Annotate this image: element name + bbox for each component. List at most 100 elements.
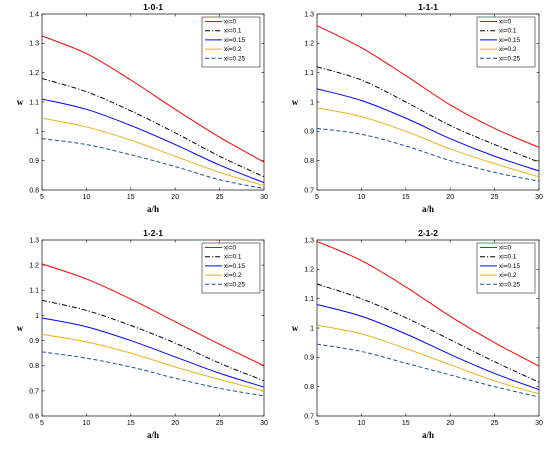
x-tick-label: 15 [127, 194, 135, 201]
x-tick-label: 20 [446, 194, 454, 201]
x-axis-label: a/h [147, 430, 159, 440]
y-tick-label: 1.2 [29, 70, 39, 77]
series-line-xi-0-15 [317, 88, 539, 172]
x-tick-label: 30 [535, 420, 543, 427]
y-tick-label: 1.3 [29, 41, 39, 48]
series-line-xi-0 [42, 35, 264, 163]
legend-label: xi=0 [499, 19, 511, 26]
y-tick-label: 1.1 [29, 99, 39, 106]
legend-label: xi=0.2 [224, 46, 242, 53]
y-tick-label: 0.7 [304, 187, 314, 194]
y-axis-label: w [292, 323, 299, 333]
y-tick-label: 1.4 [29, 11, 39, 18]
x-tick-label: 30 [260, 420, 268, 427]
legend-label: xi=0.25 [499, 281, 521, 288]
y-tick-label: 0.6 [29, 413, 39, 420]
chart-title: 2-1-2 [418, 228, 438, 238]
legend-label: xi=0.15 [224, 263, 246, 270]
y-axis-label: w [17, 97, 24, 107]
y-tick-label: 0.9 [29, 158, 39, 165]
chart-title: 1-1-1 [418, 2, 438, 12]
y-tick-label: 0.7 [29, 388, 39, 395]
y-tick-label: 0.8 [304, 158, 314, 165]
x-tick-label: 15 [402, 420, 410, 427]
y-tick-label: 1.1 [304, 296, 314, 303]
series-line-xi-0-2 [42, 333, 264, 392]
y-tick-label: 1.1 [304, 70, 314, 77]
series-line-xi-0-25 [317, 343, 539, 398]
series-line-xi-0-1 [42, 299, 264, 382]
chart-svg: 1-2-1 5 10 15 20 25 30 0.6 0.7 0.8 0.9 1 1.1 1.2 1.3 a/… [17, 228, 268, 440]
x-tick-label: 5 [315, 420, 319, 427]
series-line-xi-0-2 [317, 324, 539, 395]
y-tick-label: 1.1 [29, 288, 39, 295]
y-axis-label: w [17, 323, 24, 333]
series-line-xi-0-1 [317, 66, 539, 163]
x-axis-label: a/h [422, 204, 434, 214]
y-tick-label: 1.3 [29, 237, 39, 244]
series-line-xi-0-1 [317, 283, 539, 383]
x-tick-label: 25 [491, 194, 499, 201]
legend: xi=0 xi=0.1 xi=0.15 xi=0.2 xi=0.25 [201, 16, 261, 68]
y-tick-label: 0.8 [29, 363, 39, 370]
series-line-xi-0-25 [317, 127, 539, 182]
x-tick-label: 30 [260, 194, 268, 201]
x-tick-label: 25 [216, 420, 224, 427]
series-line-xi-0-2 [42, 117, 264, 187]
series-line-xi-0-15 [42, 317, 264, 388]
legend-label: xi=0.15 [499, 263, 521, 270]
x-tick-label: 15 [127, 420, 135, 427]
y-axis-label: w [292, 97, 299, 107]
x-tick-label: 25 [491, 420, 499, 427]
legend: xi=0 xi=0.1 xi=0.15 xi=0.2 xi=0.25 [476, 242, 536, 294]
y-tick-label: 1 [35, 129, 39, 136]
series-line-xi-0-15 [42, 98, 264, 184]
series-line-xi-0 [317, 25, 539, 148]
x-tick-label: 5 [40, 420, 44, 427]
chart-panel-2-1-2: 2-1-2 5 10 15 20 25 30 0.7 0.8 0.9 1 1.1 1.2 1.3 a/h w x… [275, 226, 550, 452]
x-axis-label: a/h [422, 430, 434, 440]
legend: xi=0 xi=0.1 xi=0.15 xi=0.2 xi=0.25 [201, 242, 261, 294]
x-tick-label: 20 [446, 420, 454, 427]
series-line-xi-0-15 [317, 304, 539, 391]
y-tick-label: 1.2 [304, 41, 314, 48]
x-tick-label: 30 [535, 194, 543, 201]
legend-label: xi=0.2 [499, 272, 517, 279]
x-axis-label: a/h [147, 204, 159, 214]
x-tick-label: 20 [171, 420, 179, 427]
y-tick-label: 0.9 [29, 338, 39, 345]
legend-label: xi=0.15 [499, 37, 521, 44]
series-line-xi-0 [317, 241, 539, 367]
y-tick-label: 0.7 [304, 413, 314, 420]
y-tick-label: 1.3 [304, 11, 314, 18]
x-tick-label: 10 [358, 194, 366, 201]
y-tick-label: 1 [35, 313, 39, 320]
chart-svg: 1-1-1 5 10 15 20 25 30 0.7 0.8 0.9 1 1.1 1.2 1.3 a/h w x… [292, 2, 543, 214]
series-line-xi-0-2 [317, 107, 539, 178]
series-line-xi-0-1 [42, 78, 264, 178]
x-tick-label: 25 [216, 194, 224, 201]
legend-label: xi=0.25 [224, 281, 246, 288]
y-tick-label: 1.2 [304, 267, 314, 274]
legend-label: xi=0.25 [499, 55, 521, 62]
legend-label: xi=0.1 [499, 254, 517, 261]
legend-label: xi=0.2 [499, 46, 517, 53]
x-tick-label: 10 [83, 420, 91, 427]
chart-title: 1-2-1 [143, 228, 163, 238]
chart-svg: 2-1-2 5 10 15 20 25 30 0.7 0.8 0.9 1 1.1 1.2 1.3 a/h w x… [292, 228, 543, 440]
series-line-xi-0-25 [42, 351, 264, 397]
y-tick-label: 1 [310, 325, 314, 332]
chart-svg: 1-0-1 5 10 15 20 25 30 0.8 0.9 1 1.1 1.2 1.3 1.4 a/h w x… [17, 2, 268, 214]
legend-label: xi=0.2 [224, 272, 242, 279]
y-tick-label: 1.3 [304, 237, 314, 244]
y-tick-label: 0.8 [304, 384, 314, 391]
x-tick-label: 5 [315, 194, 319, 201]
y-tick-label: 0.9 [304, 355, 314, 362]
y-tick-label: 1 [310, 99, 314, 106]
chart-panel-1-0-1: 1-0-1 5 10 15 20 25 30 0.8 0.9 1 1.1 1.2 1.3 1.4 a/h w x… [0, 0, 275, 226]
legend-label: xi=0.15 [224, 37, 246, 44]
legend-label: xi=0 [499, 245, 511, 252]
chart-title: 1-0-1 [143, 2, 163, 12]
x-tick-label: 15 [402, 194, 410, 201]
